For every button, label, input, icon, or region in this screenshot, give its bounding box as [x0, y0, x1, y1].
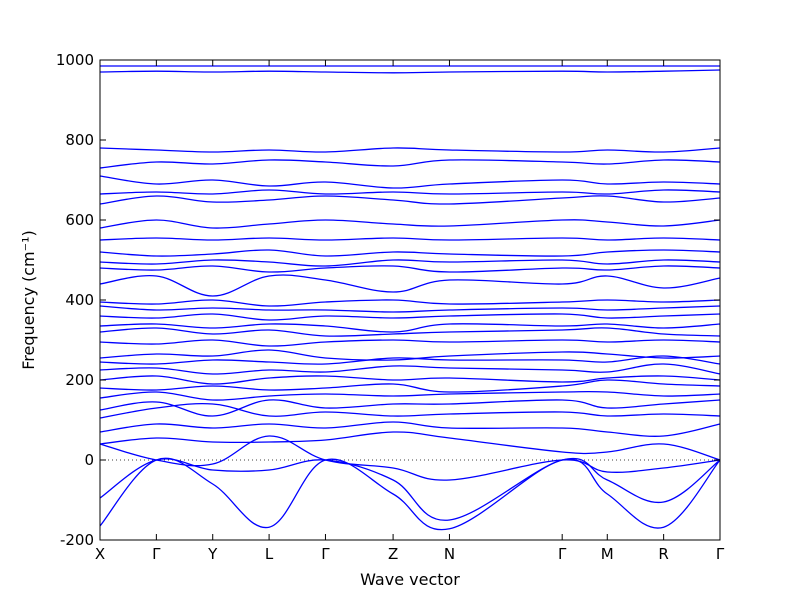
band-line-25 — [99, 219, 721, 229]
band-line-26 — [99, 195, 721, 205]
band-line-6 — [99, 403, 721, 419]
band-line-5 — [99, 421, 721, 437]
x-tick-label: L — [265, 545, 274, 563]
band-line-22 — [99, 259, 721, 267]
y-tick-label: 400 — [65, 291, 94, 309]
y-tick-label: 1000 — [56, 51, 94, 69]
band-line-28 — [99, 175, 721, 189]
band-line-8 — [99, 390, 721, 401]
band-line-12 — [99, 355, 721, 365]
x-axis-label: Wave vector — [360, 570, 460, 589]
band-line-9 — [99, 379, 721, 393]
band-line-3 — [99, 435, 721, 481]
x-tick-label: Γ — [321, 545, 330, 563]
band-line-4 — [99, 431, 721, 461]
y-tick-label: 600 — [65, 211, 94, 229]
series-group — [99, 65, 721, 531]
band-line-11 — [99, 363, 721, 375]
band-line-21 — [99, 265, 721, 273]
band-line-20 — [99, 274, 721, 297]
x-tick-label: X — [95, 545, 105, 563]
y-ticks: -200 0 200 400 600 800 1000 — [56, 51, 720, 549]
band-line-29 — [99, 159, 721, 169]
x-tick-label: Z — [388, 545, 398, 563]
x-tick-label: N — [444, 545, 455, 563]
band-line-13 — [99, 349, 721, 361]
band-line-15 — [99, 327, 721, 337]
band-line-7 — [99, 399, 721, 417]
band-line-18 — [99, 305, 721, 313]
x-tick-label: M — [601, 545, 614, 563]
band-line-16 — [99, 323, 721, 333]
band-line-30 — [99, 147, 721, 153]
x-tick-label: Y — [207, 545, 218, 563]
band-line-17 — [99, 313, 721, 321]
band-line-24 — [99, 237, 721, 241]
y-tick-label: 200 — [65, 371, 94, 389]
y-tick-label: 0 — [84, 451, 94, 469]
y-tick-label: -200 — [60, 531, 94, 549]
band-line-2 — [99, 457, 721, 521]
band-line-31 — [99, 69, 721, 74]
band-line-19 — [99, 299, 721, 307]
y-axis-label: Frequency (cm⁻¹) — [19, 230, 38, 369]
band-line-14 — [99, 339, 721, 347]
x-tick-label: Γ — [716, 545, 725, 563]
y-tick-label: 800 — [65, 131, 94, 149]
x-tick-label: Γ — [558, 545, 567, 563]
band-line-27 — [99, 189, 721, 195]
x-tick-label: Γ — [152, 545, 161, 563]
band-line-23 — [99, 249, 721, 257]
band-line-1 — [99, 457, 721, 531]
band-line-10 — [99, 375, 721, 385]
x-tick-label: R — [658, 545, 668, 563]
